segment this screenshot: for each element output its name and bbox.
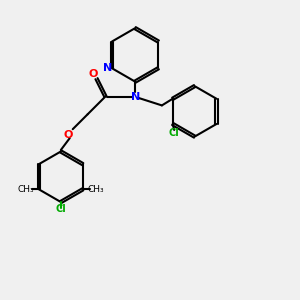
Text: N: N [103,63,112,73]
Text: Cl: Cl [169,128,180,138]
Text: O: O [89,69,98,79]
Text: O: O [64,130,73,140]
Text: N: N [130,92,140,101]
Text: Cl: Cl [56,204,66,214]
Text: CH₃: CH₃ [17,185,34,194]
Text: CH₃: CH₃ [88,185,104,194]
